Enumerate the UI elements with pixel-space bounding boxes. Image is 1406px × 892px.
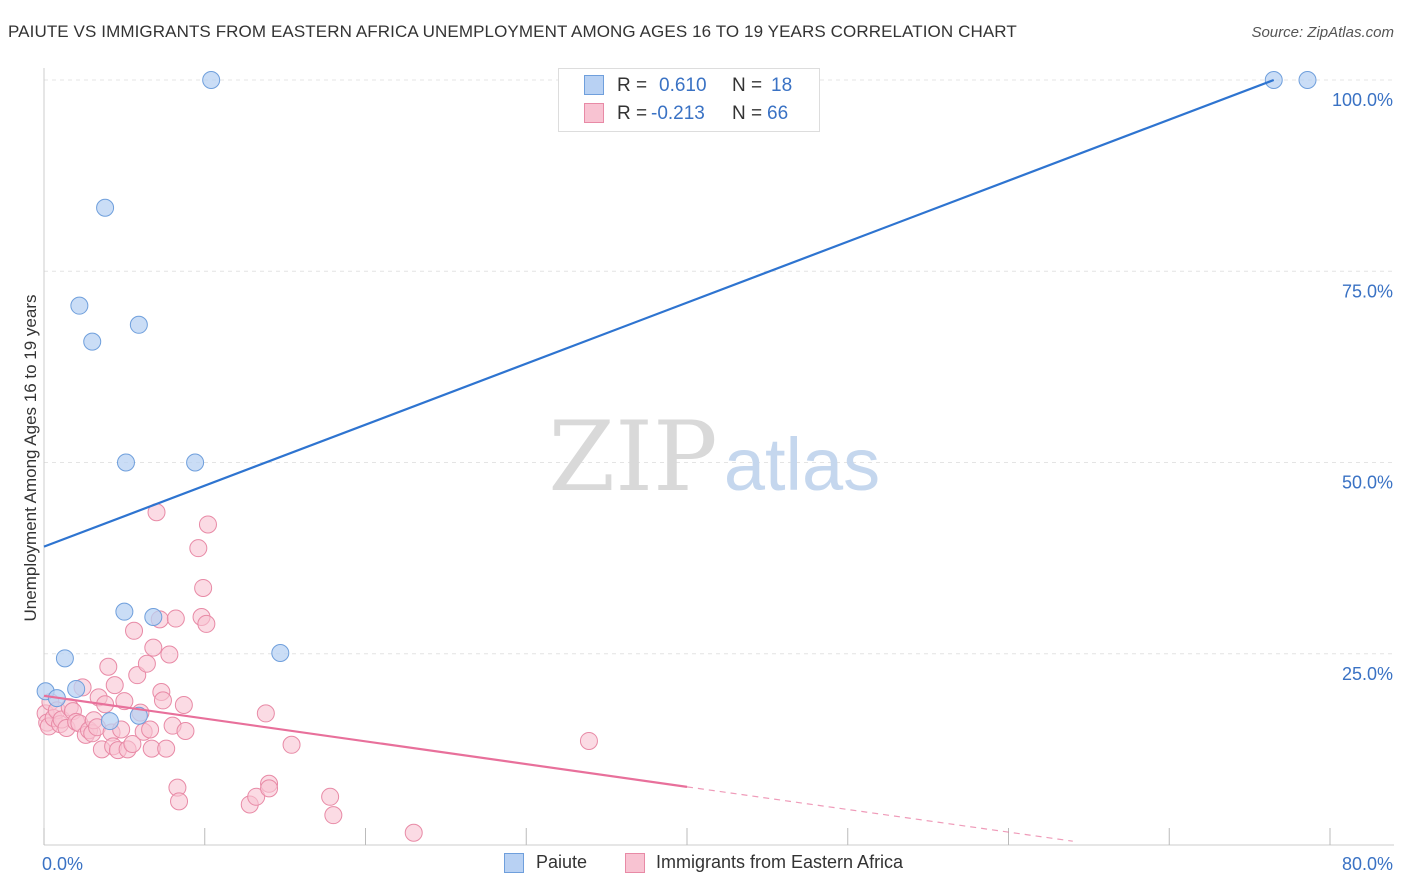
- paiute-point: [100, 712, 119, 731]
- bottom-legend-paiute-swatch: [504, 853, 524, 873]
- immigrants-point: [153, 691, 172, 710]
- immigrants-point: [282, 735, 301, 754]
- immigrants-point: [194, 578, 213, 597]
- bottom-legend-immigrants-swatch: [625, 853, 645, 873]
- immigrants-point: [260, 779, 279, 798]
- paiute-point: [129, 315, 148, 334]
- paiute-point: [186, 453, 205, 472]
- immigrants-point: [174, 696, 193, 715]
- correlation-legend: R = 0.610 N = 18 R = -0.213 N = 66: [558, 68, 820, 132]
- immigrants-point: [166, 609, 185, 628]
- paiute-point: [96, 198, 115, 217]
- trend-lines: [43, 78, 1275, 842]
- immigrants-n-value: 66: [767, 103, 789, 124]
- tick-labels: 25.0% 50.0% 75.0% 100.0% 0.0% 80.0%: [42, 90, 1393, 874]
- immigrants-point: [105, 676, 124, 695]
- watermark-zip: ZIP: [548, 401, 717, 513]
- y-tick-label: 75.0%: [1342, 281, 1393, 301]
- paiute-point: [116, 453, 135, 472]
- y-tick-label: 50.0%: [1342, 473, 1393, 493]
- grid-lines: [44, 79, 1394, 655]
- legend-row-paiute: R = 0.610 N = 18: [559, 74, 819, 98]
- immigrants-trend-extension: [686, 786, 1073, 842]
- paiute-points: [36, 71, 1317, 731]
- x-tick-label: 80.0%: [1342, 854, 1393, 874]
- chart-title: PAIUTE VS IMMIGRANTS FROM EASTERN AFRICA…: [8, 22, 1017, 41]
- immigrants-point: [189, 539, 208, 558]
- r-label: R =: [617, 103, 648, 124]
- paiute-point: [83, 332, 102, 351]
- watermark-atlas: atlas: [724, 423, 880, 506]
- immigrants-point: [176, 722, 195, 741]
- paiute-point: [67, 679, 86, 698]
- paiute-point: [144, 608, 163, 627]
- immigrants-r-value: -0.213: [651, 103, 705, 124]
- y-tick-label: 25.0%: [1342, 664, 1393, 684]
- legend-row-immigrants: R = -0.213 N = 66: [559, 102, 819, 126]
- n-label: N =: [732, 103, 763, 124]
- immigrants-point: [321, 787, 340, 806]
- paiute-r-value: 0.610: [659, 75, 707, 96]
- paiute-point: [115, 602, 134, 621]
- watermark: ZIP atlas: [548, 401, 880, 513]
- immigrants-point: [198, 515, 217, 534]
- axes: [43, 68, 1394, 846]
- immigrants-swatch: [584, 103, 604, 123]
- immigrants-point: [197, 614, 216, 633]
- immigrants-point: [144, 638, 163, 657]
- immigrants-point: [123, 735, 142, 754]
- paiute-point: [70, 296, 89, 315]
- immigrants-points: [36, 503, 598, 842]
- bottom-legend-immigrants: Immigrants from Eastern Africa: [656, 852, 904, 872]
- paiute-trend-line: [43, 78, 1275, 548]
- immigrants-point: [125, 621, 144, 640]
- bottom-legend-paiute: Paiute: [536, 852, 588, 872]
- immigrants-point: [324, 806, 343, 825]
- paiute-n-value: 18: [771, 75, 793, 96]
- immigrants-point: [99, 657, 118, 676]
- y-tick-label: 100.0%: [1332, 90, 1393, 110]
- paiute-point: [271, 643, 290, 662]
- n-label: N =: [732, 75, 763, 96]
- paiute-point: [1298, 71, 1317, 89]
- x-tick-label: 0.0%: [42, 854, 83, 874]
- paiute-point: [202, 71, 221, 89]
- immigrants-point: [579, 731, 598, 750]
- paiute-point: [129, 706, 148, 725]
- immigrants-point: [115, 692, 134, 711]
- immigrants-point: [170, 792, 189, 811]
- immigrants-point: [128, 666, 147, 685]
- immigrants-point: [404, 823, 423, 842]
- r-label: R =: [617, 75, 648, 96]
- immigrants-point: [256, 704, 275, 723]
- immigrants-point: [160, 645, 179, 664]
- immigrants-trend-line: [43, 694, 688, 788]
- source-label: Source: ZipAtlas.com: [1251, 24, 1394, 41]
- paiute-swatch: [584, 75, 604, 95]
- immigrants-point: [137, 654, 156, 673]
- immigrants-point: [141, 720, 160, 739]
- paiute-point: [55, 649, 74, 668]
- immigrants-point: [247, 787, 266, 806]
- immigrants-point: [157, 739, 176, 758]
